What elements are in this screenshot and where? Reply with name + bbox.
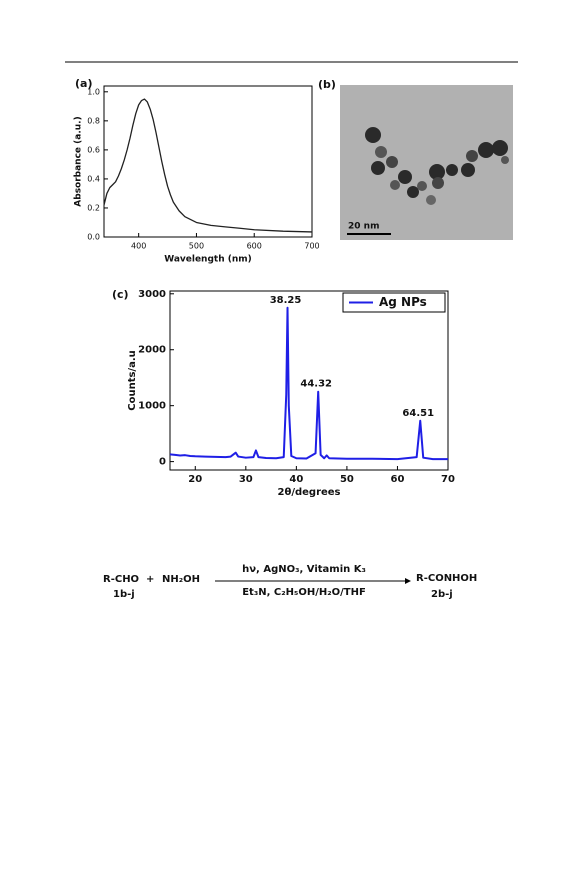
x-tick-label: 600 xyxy=(247,242,262,251)
x-tick-label: 30 xyxy=(239,474,253,485)
x-tick-label: 70 xyxy=(441,474,455,485)
y-tick-label: 1.0 xyxy=(87,87,100,96)
reaction-scheme: R-CHO + NH₂OH 1b-j hν, AgNO₃, Vitamin K₃… xyxy=(103,564,477,600)
x-tick-label: 20 xyxy=(188,474,202,485)
x-tick-label: 400 xyxy=(131,242,146,251)
reactant: NH₂OH xyxy=(162,574,200,585)
x-tick-label: 700 xyxy=(304,242,319,251)
panel-label: (a) xyxy=(75,77,92,90)
peak-annotation: 44.32 xyxy=(300,379,332,390)
plot-frame xyxy=(103,85,313,238)
peak-annotation: 64.51 xyxy=(402,408,434,419)
panel-label: (c) xyxy=(112,288,129,301)
y-axis-label: Counts/a.u xyxy=(127,350,138,411)
reactant: R-CHO xyxy=(103,574,139,585)
x-tick-label: 60 xyxy=(390,474,404,485)
y-tick-label: 2000 xyxy=(138,345,166,356)
panel-label: (b) xyxy=(318,78,336,91)
x-tick-label: 50 xyxy=(340,474,354,485)
y-axis-label: Absorbance (a.u.) xyxy=(74,116,84,206)
tem-image xyxy=(340,85,513,240)
data-line xyxy=(169,306,448,461)
y-tick-label: 0.6 xyxy=(87,145,100,154)
product: R-CONHOH xyxy=(416,573,477,584)
y-tick-label: 0.2 xyxy=(87,203,100,212)
plot-frame xyxy=(169,290,449,471)
y-tick-label: 0.4 xyxy=(87,174,100,183)
arrow-head xyxy=(405,578,411,584)
x-axis-label: 2θ/degrees xyxy=(277,487,340,498)
legend: Ag NPs xyxy=(342,292,446,313)
scale-bar-label: 20 nm xyxy=(348,222,379,232)
compound-code: 1b-j xyxy=(113,589,135,600)
y-tick-label: 0.0 xyxy=(87,233,100,242)
compound-code: 2b-j xyxy=(431,589,453,600)
legend-label: Ag NPs xyxy=(379,295,427,309)
y-tick-label: 0.8 xyxy=(87,116,100,125)
conditions: hν, AgNO₃, Vitamin K₃ xyxy=(242,564,366,575)
x-tick-label: 40 xyxy=(289,474,303,485)
y-tick-label: 1000 xyxy=(138,401,166,412)
conditions: Et₃N, C₂H₅OH/H₂O/THF xyxy=(242,587,366,598)
y-tick-label: 3000 xyxy=(138,289,166,300)
plus-sign: + xyxy=(146,574,154,585)
x-axis-label: Wavelength (nm) xyxy=(164,255,252,265)
data-line xyxy=(103,98,313,233)
legend-box xyxy=(342,292,446,313)
x-tick-label: 500 xyxy=(189,242,204,251)
y-tick-label: 0 xyxy=(159,457,166,468)
peak-annotation: 38.25 xyxy=(270,295,302,306)
